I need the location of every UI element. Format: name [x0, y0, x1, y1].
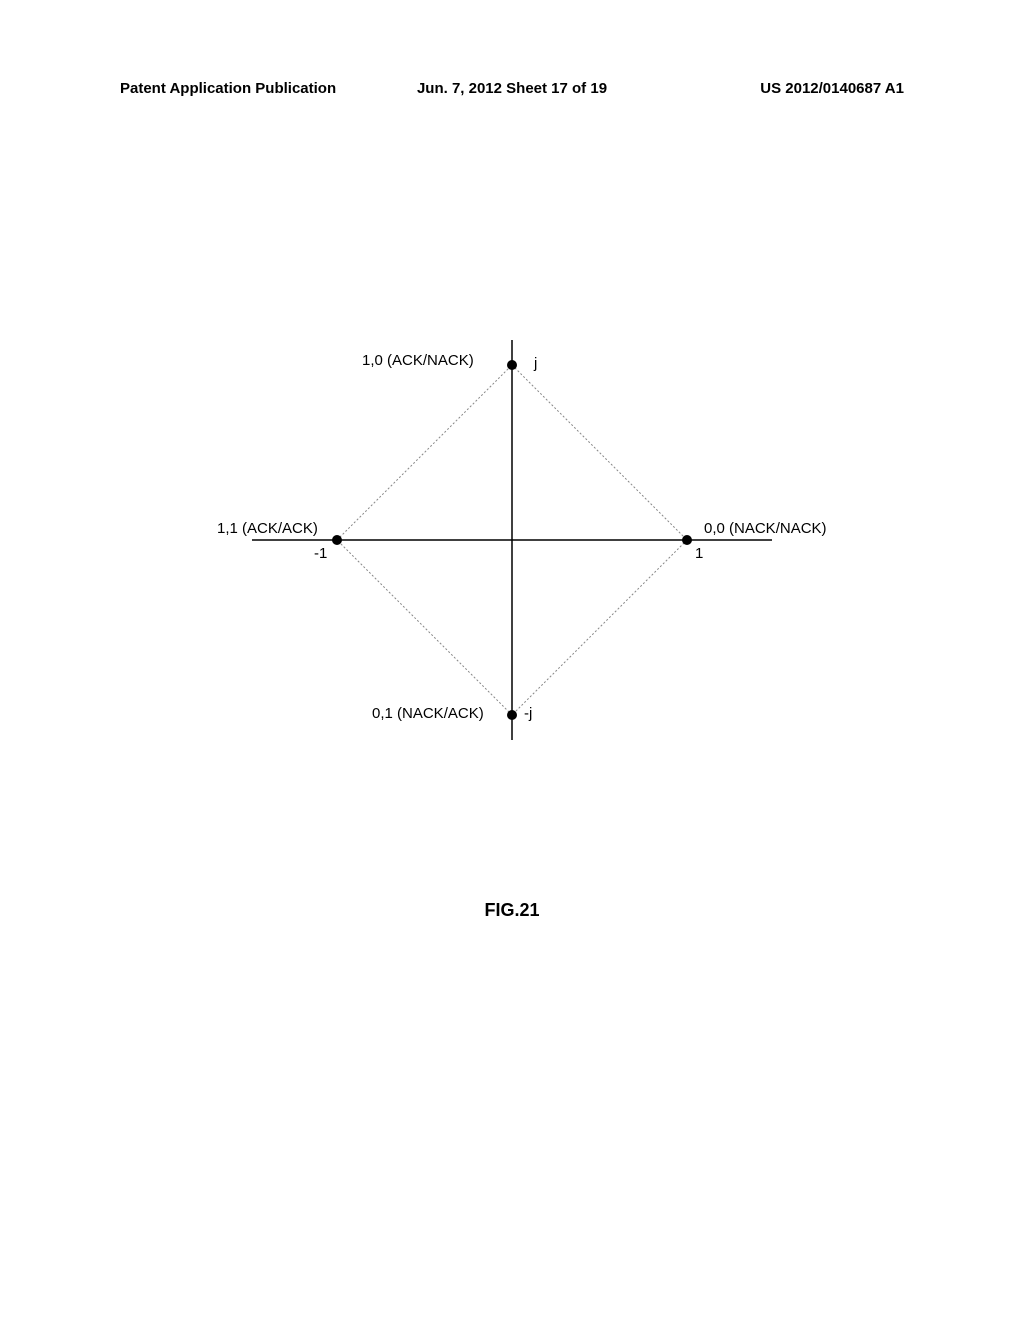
axis-label-one: 1 [695, 545, 703, 562]
constellation-diagram: 1,0 (ACK/NACK) j 0,0 (NACK/NACK) 1 1,1 (… [232, 320, 792, 760]
diagram-svg [232, 320, 792, 760]
label-right: 0,0 (NACK/NACK) [704, 520, 827, 537]
axis-label-j: j [534, 355, 537, 372]
diamond-edge-ne [512, 365, 687, 540]
figure-caption: FIG.21 [484, 900, 539, 921]
point-left [332, 535, 342, 545]
point-bottom [507, 710, 517, 720]
header-center: Jun. 7, 2012 Sheet 17 of 19 [381, 80, 642, 97]
point-top [507, 360, 517, 370]
label-bottom: 0,1 (NACK/ACK) [372, 705, 484, 722]
diamond-edge-sw [337, 540, 512, 715]
header-left: Patent Application Publication [120, 80, 381, 97]
page-header: Patent Application Publication Jun. 7, 2… [0, 80, 1024, 97]
diamond-edge-se [512, 540, 687, 715]
axis-label-neg-one: -1 [314, 545, 327, 562]
header-right: US 2012/0140687 A1 [643, 80, 904, 97]
point-right [682, 535, 692, 545]
label-left: 1,1 (ACK/ACK) [217, 520, 318, 537]
diamond-edge-nw [337, 365, 512, 540]
label-top: 1,0 (ACK/NACK) [362, 352, 474, 369]
axis-label-neg-j: -j [524, 705, 532, 722]
